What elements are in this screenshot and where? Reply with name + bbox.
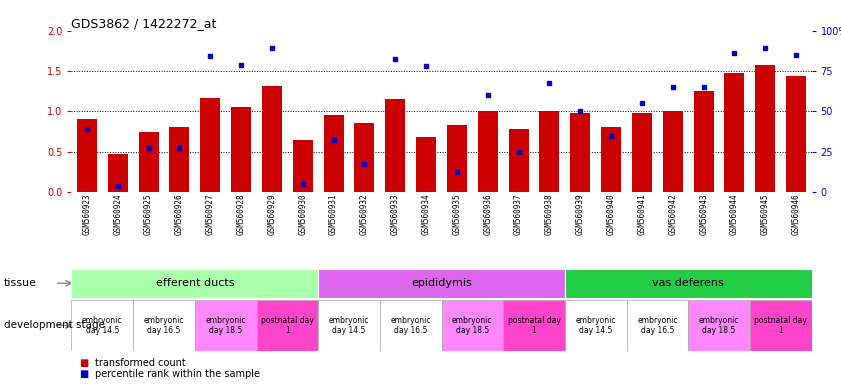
Bar (632, 113, 652, 192)
Bar (139, 131, 159, 192)
Text: embryonic
day 16.5: embryonic day 16.5 (390, 316, 431, 335)
Bar (108, 154, 128, 192)
Bar (257, 300, 318, 351)
Text: GSM560927: GSM560927 (206, 194, 214, 235)
Bar (688, 300, 750, 351)
Bar (663, 111, 683, 192)
Text: GSM560946: GSM560946 (791, 194, 801, 235)
Bar (565, 269, 812, 298)
Bar (750, 300, 812, 351)
Text: embryonic
day 18.5: embryonic day 18.5 (452, 316, 493, 335)
Bar (71, 269, 318, 298)
Bar (169, 127, 189, 192)
Bar (133, 300, 195, 351)
Text: embryonic
day 16.5: embryonic day 16.5 (144, 316, 184, 335)
Text: GSM560932: GSM560932 (360, 194, 369, 235)
Bar (262, 86, 282, 192)
Bar (565, 300, 627, 351)
Bar (200, 98, 220, 192)
Text: GSM560940: GSM560940 (606, 194, 616, 235)
Bar (755, 65, 775, 192)
Bar (627, 300, 688, 351)
Bar (385, 99, 405, 192)
Bar (380, 300, 442, 351)
Text: embryonic
day 18.5: embryonic day 18.5 (699, 316, 739, 335)
Bar (354, 124, 374, 192)
Text: GSM560930: GSM560930 (299, 194, 307, 235)
Text: GSM560933: GSM560933 (391, 194, 399, 235)
Text: GSM560928: GSM560928 (236, 194, 246, 235)
Bar (503, 300, 565, 351)
Text: GDS3862 / 1422272_at: GDS3862 / 1422272_at (71, 17, 217, 30)
Text: GSM560929: GSM560929 (267, 194, 277, 235)
Bar (570, 113, 590, 192)
Text: GSM560938: GSM560938 (545, 194, 554, 235)
Text: percentile rank within the sample: percentile rank within the sample (95, 369, 260, 379)
Bar (416, 137, 436, 192)
Text: development stage: development stage (4, 320, 105, 331)
Bar (442, 300, 503, 351)
Text: GSM560923: GSM560923 (82, 194, 92, 235)
Text: GSM560942: GSM560942 (669, 194, 677, 235)
Text: GSM560925: GSM560925 (144, 194, 153, 235)
Text: vas deferens: vas deferens (653, 278, 724, 288)
Text: GSM560941: GSM560941 (637, 194, 647, 235)
Text: GSM560944: GSM560944 (730, 194, 739, 235)
Bar (786, 76, 807, 192)
Text: GSM560939: GSM560939 (576, 194, 584, 235)
Text: embryonic
day 14.5: embryonic day 14.5 (82, 316, 123, 335)
Bar (601, 127, 621, 192)
Bar (231, 106, 251, 192)
Bar (318, 269, 565, 298)
Text: embryonic
day 14.5: embryonic day 14.5 (329, 316, 369, 335)
Text: postnatal day
1: postnatal day 1 (754, 316, 807, 335)
Text: ■: ■ (80, 358, 93, 368)
Bar (694, 91, 714, 192)
Text: GSM560926: GSM560926 (175, 194, 184, 235)
Text: tissue: tissue (4, 278, 37, 288)
Bar (478, 111, 498, 192)
Bar (447, 125, 467, 192)
Text: embryonic
day 16.5: embryonic day 16.5 (637, 316, 678, 335)
Bar (77, 119, 97, 192)
Text: GSM560937: GSM560937 (514, 194, 523, 235)
Text: embryonic
day 14.5: embryonic day 14.5 (575, 316, 616, 335)
Bar (318, 300, 380, 351)
Text: GSM560936: GSM560936 (484, 194, 492, 235)
Text: embryonic
day 18.5: embryonic day 18.5 (205, 316, 246, 335)
Text: efferent ducts: efferent ducts (156, 278, 234, 288)
Text: postnatal day
1: postnatal day 1 (508, 316, 560, 335)
Text: transformed count: transformed count (95, 358, 186, 368)
Text: GSM560931: GSM560931 (329, 194, 338, 235)
Text: GSM560924: GSM560924 (114, 194, 122, 235)
Bar (509, 129, 529, 192)
Text: ■: ■ (80, 369, 93, 379)
Text: GSM560943: GSM560943 (699, 194, 708, 235)
Bar (539, 111, 559, 192)
Bar (724, 73, 744, 192)
Text: epididymis: epididymis (411, 278, 472, 288)
Bar (293, 141, 313, 192)
Text: GSM560934: GSM560934 (421, 194, 431, 235)
Bar (71, 300, 133, 351)
Bar (195, 300, 257, 351)
Bar (324, 114, 344, 192)
Text: GSM560935: GSM560935 (452, 194, 462, 235)
Text: postnatal day
1: postnatal day 1 (261, 316, 314, 335)
Text: GSM560945: GSM560945 (761, 194, 770, 235)
